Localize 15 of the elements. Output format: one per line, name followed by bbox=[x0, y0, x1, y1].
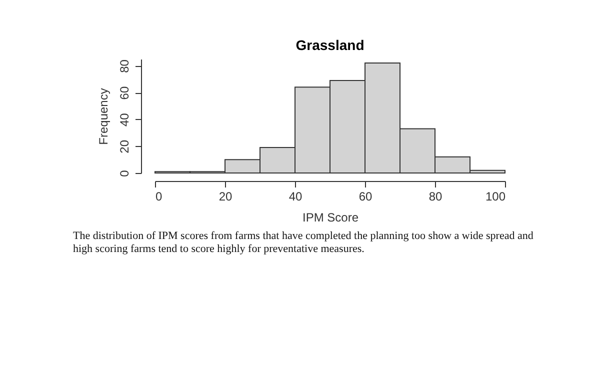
x-axis-title: IPM Score bbox=[302, 210, 359, 224]
x-tick-label: 100 bbox=[485, 190, 506, 204]
x-tick-label: 40 bbox=[288, 190, 302, 204]
y-axis-title: Frequency bbox=[96, 88, 110, 145]
x-tick-label: 20 bbox=[218, 190, 232, 204]
y-tick-label: 60 bbox=[118, 86, 132, 100]
y-tick-label: 40 bbox=[118, 112, 132, 127]
x-tick-label: 0 bbox=[156, 190, 162, 204]
x-tick-label: 60 bbox=[358, 190, 372, 204]
text: The distribution of IPM scores from farms that have completed the planning too show a wide spread and high scoring farms tend to score highly for preventative measures. bbox=[73, 230, 534, 256]
chart-title: Grassland bbox=[296, 37, 364, 53]
y-tick-label: 20 bbox=[118, 140, 132, 154]
y-tick-label: 0 bbox=[118, 170, 132, 177]
y-tick-label: 80 bbox=[118, 59, 132, 73]
x-tick-label: 80 bbox=[428, 190, 442, 204]
